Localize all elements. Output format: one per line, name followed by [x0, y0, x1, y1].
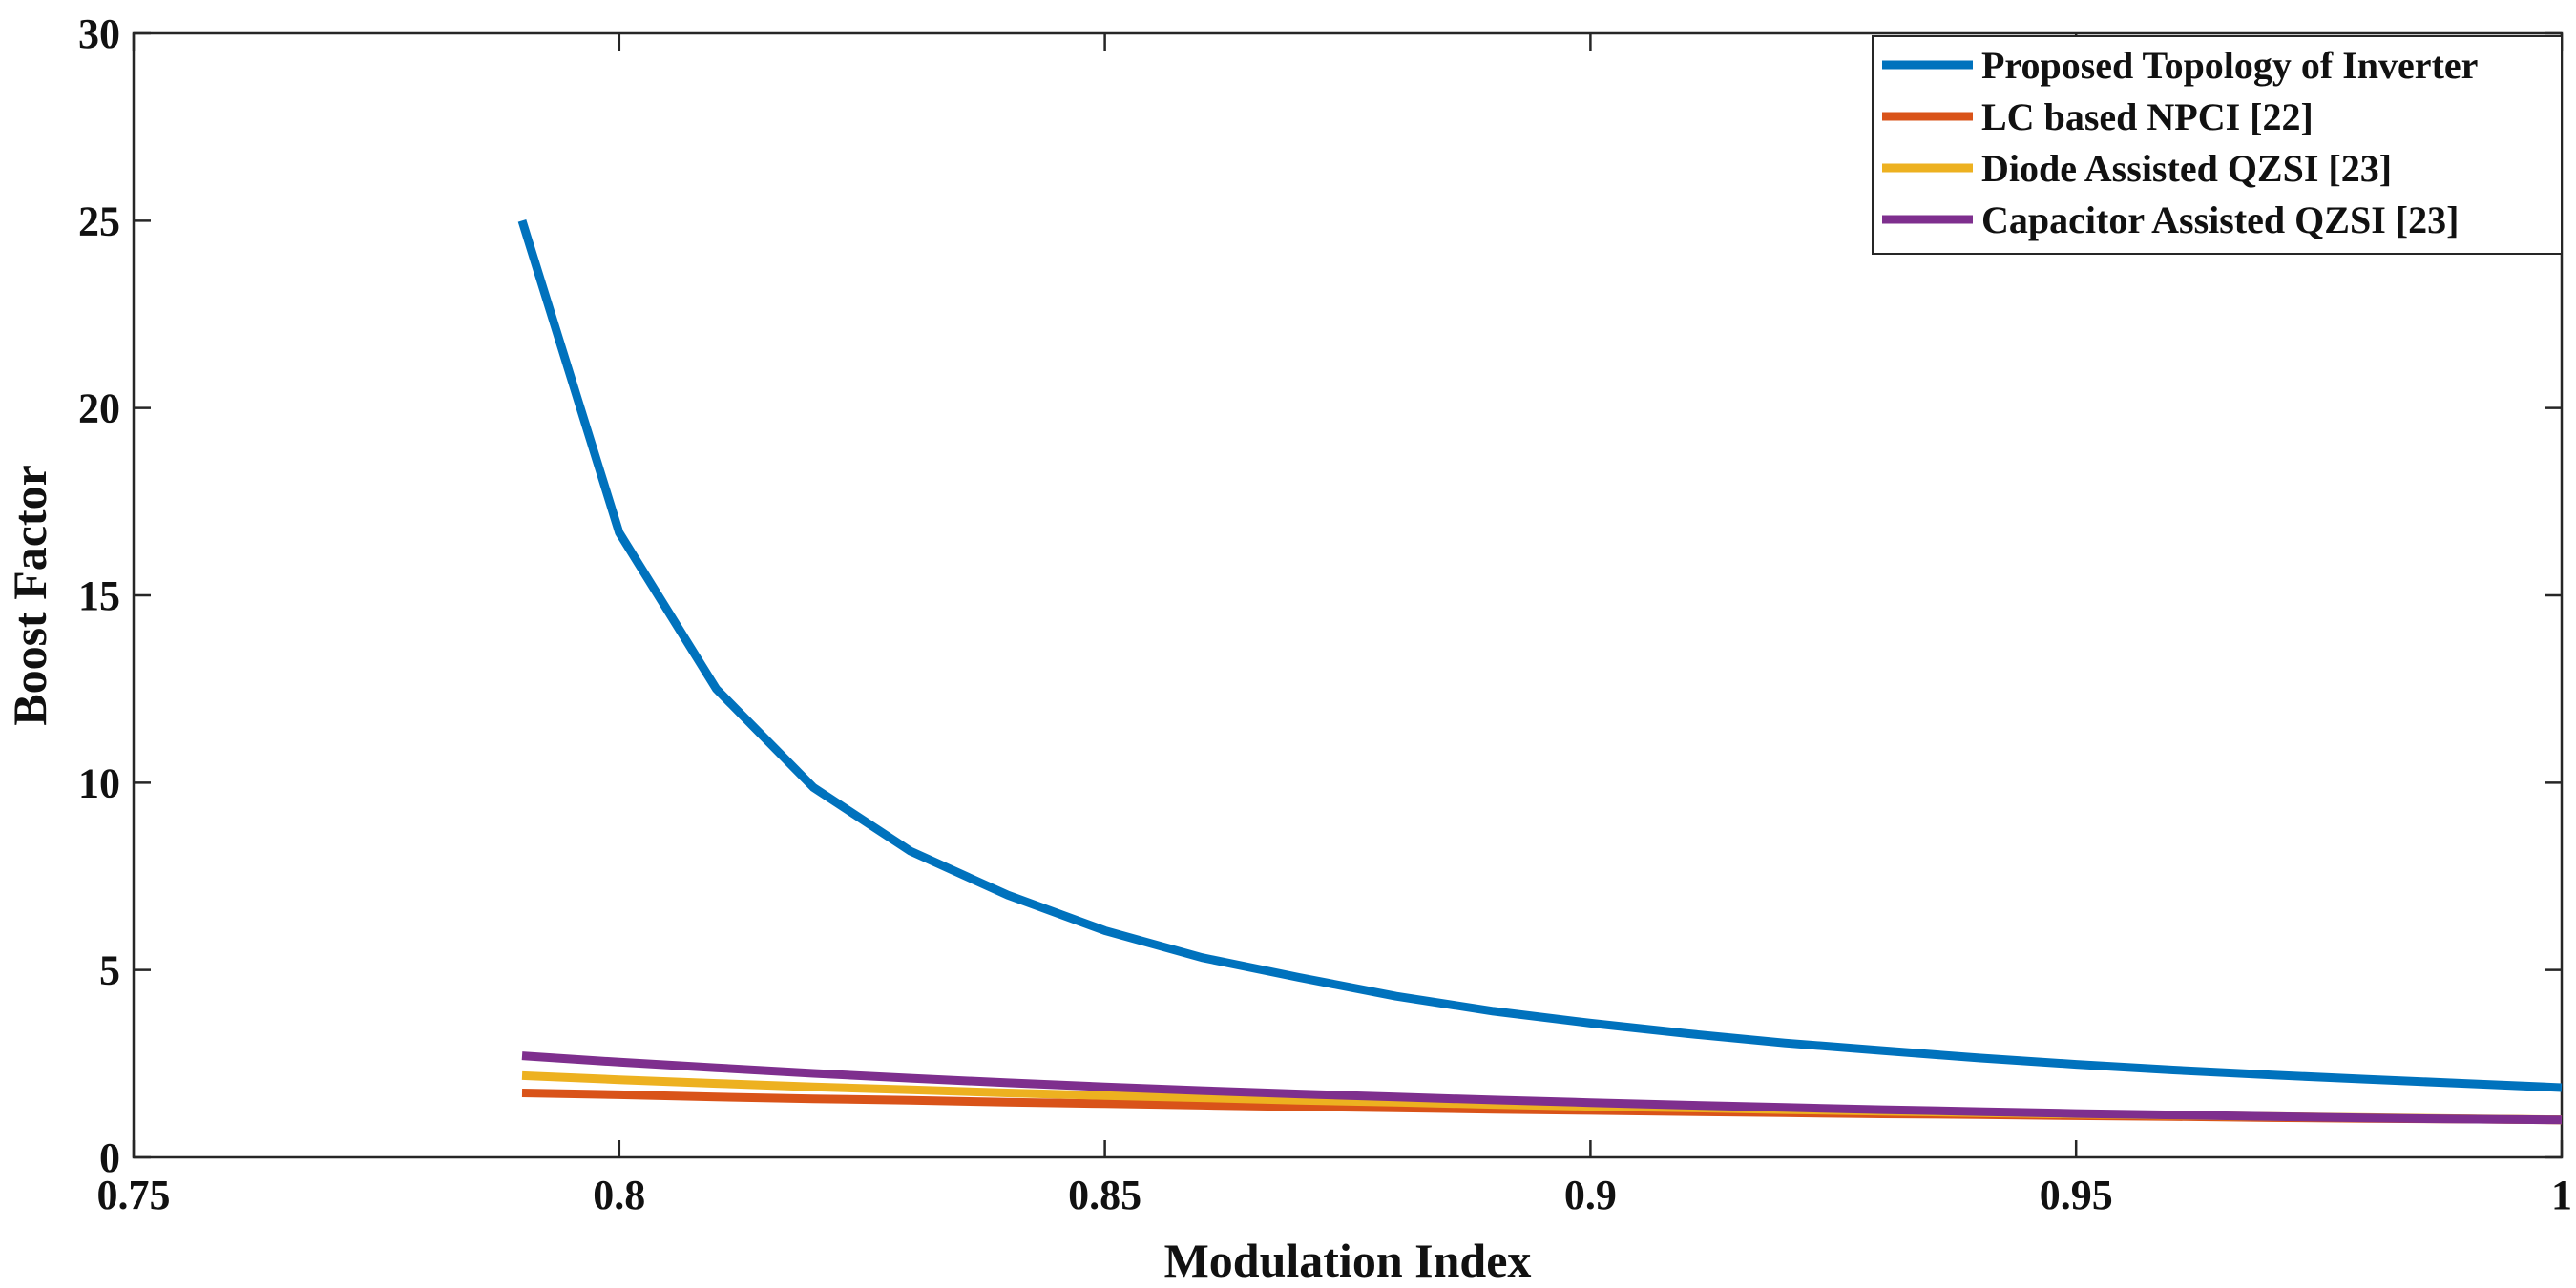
x-tick-label: 0.9: [1564, 1172, 1617, 1218]
x-tick-label: 0.8: [593, 1172, 645, 1218]
series-line-1: [517, 218, 2563, 1092]
y-tick-label: 25: [78, 197, 120, 244]
y-tick-label: 30: [78, 10, 120, 57]
legend-label: Proposed Topology of Inverter: [1981, 44, 2478, 87]
series-line-4: [521, 1051, 2563, 1125]
y-tick-label: 0: [99, 1134, 120, 1181]
y-tick-label: 15: [78, 572, 120, 619]
y-tick-label: 10: [78, 759, 120, 806]
x-tick-label: 0.75: [97, 1172, 171, 1218]
x-axis-title: Modulation Index: [1164, 1234, 1532, 1287]
x-tick-label: 1: [2551, 1172, 2572, 1218]
legend: Proposed Topology of Inverter LC based NP…: [1872, 35, 2563, 255]
legend-label: Diode Assisted QZSI [23]: [1981, 147, 2392, 190]
legend-label: Capacitor Assisted QZSI [23]: [1981, 198, 2459, 241]
legend-box: [1872, 35, 2563, 255]
y-tick-label: 5: [99, 947, 120, 994]
y-axis-title: Boost Factor: [3, 465, 56, 726]
x-tick-label: 0.95: [2040, 1172, 2113, 1218]
x-tick-label: 0.85: [1068, 1172, 1141, 1218]
y-tick-label: 20: [78, 385, 120, 432]
legend-label: LC based NPCI [22]: [1981, 95, 2314, 138]
series-layer: [517, 218, 2563, 1125]
